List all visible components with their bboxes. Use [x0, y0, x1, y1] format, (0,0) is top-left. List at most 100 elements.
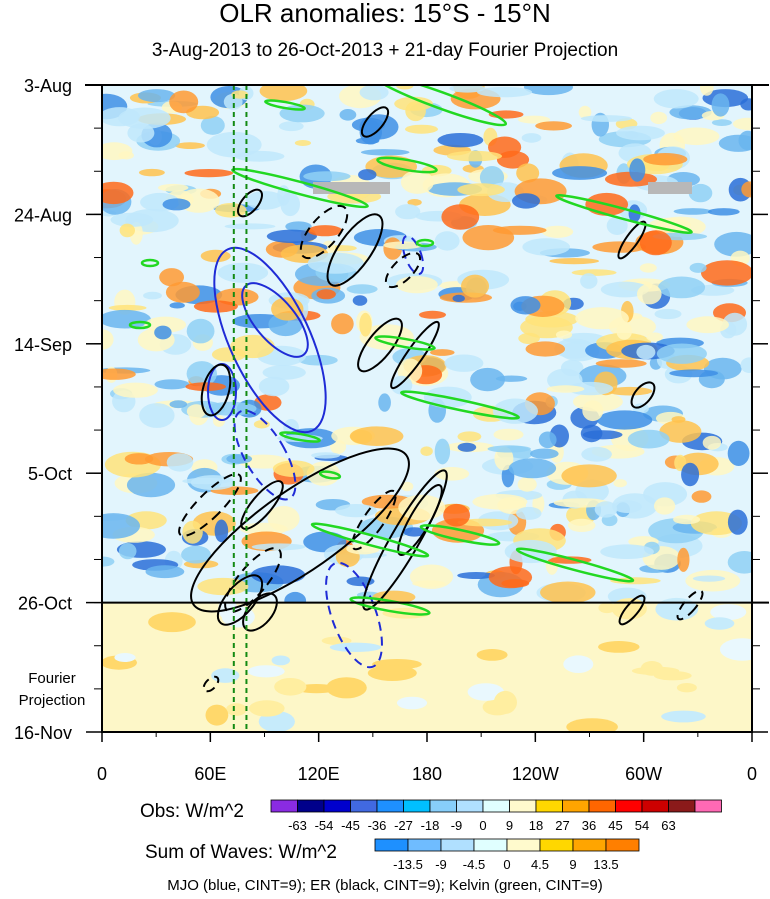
- anomaly-patch: [447, 150, 502, 162]
- obs-colorbar-box: [562, 799, 590, 813]
- obs-colorbar-box: [615, 799, 643, 813]
- kelvin-contour: [372, 85, 508, 127]
- anomaly-patch: [437, 133, 484, 148]
- anomaly-patch: [405, 101, 426, 122]
- anomaly-patch: [538, 431, 557, 449]
- anomaly-patch: [102, 329, 114, 350]
- er-contour: [299, 204, 349, 260]
- anomaly-patch: [701, 260, 752, 286]
- waves-colorbar-box: [572, 838, 607, 852]
- projection-patch: [247, 665, 285, 678]
- er-contour: [360, 106, 390, 138]
- obs-colorbar-box: [403, 799, 431, 813]
- kelvin-contour: [555, 193, 693, 235]
- anomaly-patch: [396, 276, 438, 294]
- anomaly-patch: [339, 109, 357, 121]
- projection-patch: [598, 641, 640, 653]
- anomaly-patch: [359, 312, 372, 337]
- anomaly-patch: [434, 438, 451, 465]
- projection-patch: [205, 704, 229, 726]
- anomaly-patch: [553, 498, 609, 508]
- anomaly-patch: [434, 467, 470, 481]
- anomaly-patch: [516, 506, 542, 520]
- obs-colorbar-label: 27: [555, 818, 569, 833]
- anomaly-patch: [607, 386, 653, 396]
- projection-patch: [704, 617, 735, 630]
- anomaly-patch: [650, 111, 668, 125]
- anomaly-patch: [492, 398, 538, 424]
- waves-colorbar-label: -9: [435, 857, 447, 872]
- anomaly-patch: [654, 497, 676, 515]
- anomaly-patch: [727, 440, 750, 466]
- anomaly-patch: [143, 291, 162, 300]
- anomaly-patch: [581, 446, 612, 462]
- obs-colorbar-box: [456, 799, 484, 813]
- waves-colorbar-label: 4.5: [531, 857, 549, 872]
- anomaly-patch: [517, 115, 551, 124]
- anomaly-patch: [307, 252, 364, 274]
- obs-colorbar-box: [694, 799, 722, 813]
- anomaly-patch: [405, 124, 438, 134]
- anomaly-patch: [542, 225, 574, 238]
- anomaly-patch: [613, 500, 642, 513]
- obs-colorbar-box: [509, 799, 537, 813]
- anomaly-patch: [654, 308, 682, 320]
- obs-colorbar-label: 36: [582, 818, 596, 833]
- anomaly-patch: [266, 229, 317, 243]
- er-contour: [618, 594, 646, 626]
- anomaly-patch: [127, 123, 155, 143]
- anomaly-patch: [521, 133, 542, 143]
- er-contour: [351, 489, 397, 551]
- anomaly-patch: [214, 519, 229, 543]
- anomaly-patch: [567, 518, 596, 533]
- anomaly-patch: [457, 431, 482, 442]
- anomaly-patch: [169, 90, 199, 114]
- projection-patch: [611, 598, 647, 620]
- anomaly-patch: [395, 204, 421, 220]
- anomaly-patch: [444, 354, 484, 372]
- er-contour: [357, 317, 403, 373]
- anomaly-patch: [359, 85, 389, 101]
- anomaly-patch: [311, 452, 341, 459]
- anomaly-patch: [184, 169, 234, 178]
- anomaly-patch: [508, 458, 557, 479]
- x-tick-label: 0: [747, 764, 757, 784]
- er-contour: [630, 381, 656, 409]
- x-tick-label: 120E: [298, 764, 340, 784]
- anomaly-patch: [351, 117, 385, 132]
- anomaly-patch: [217, 262, 269, 283]
- projection-patch: [396, 696, 428, 710]
- obs-colorbar-box: [668, 799, 696, 813]
- anomaly-patch: [355, 137, 380, 145]
- anomaly-patch: [711, 119, 732, 126]
- anomaly-patch: [571, 269, 617, 276]
- anomaly-patch: [102, 309, 151, 329]
- y-tick-label: 16-Nov: [14, 723, 72, 743]
- anomaly-patch: [400, 170, 434, 194]
- anomaly-patch: [616, 322, 633, 340]
- projection-patch: [719, 638, 752, 661]
- waves-colorbar-label: 13.5: [593, 857, 618, 872]
- anomaly-patch: [126, 472, 176, 498]
- projection-patch: [563, 655, 594, 673]
- anomaly-patch: [580, 424, 603, 443]
- anomaly-patch: [346, 543, 380, 555]
- anomaly-patch: [689, 262, 707, 273]
- projection-patch: [661, 710, 706, 723]
- kelvin-contour: [515, 547, 635, 583]
- anomaly-patch: [673, 127, 720, 146]
- obs-colorbar-label: -27: [394, 818, 413, 833]
- anomaly-patch: [294, 140, 311, 146]
- anomaly-patch: [477, 86, 533, 98]
- anomaly-patch: [253, 420, 270, 429]
- anomaly-patch: [512, 193, 540, 209]
- mjo-contour: [401, 235, 425, 275]
- anomaly-patch: [738, 130, 752, 151]
- anomaly-patch: [681, 462, 700, 487]
- anomaly-patch: [517, 477, 537, 492]
- anomaly-patch: [470, 367, 505, 392]
- anomaly-patch: [555, 330, 573, 339]
- kelvin-contour: [349, 596, 431, 616]
- anomaly-patch: [349, 426, 404, 447]
- anomaly-patch: [430, 349, 455, 356]
